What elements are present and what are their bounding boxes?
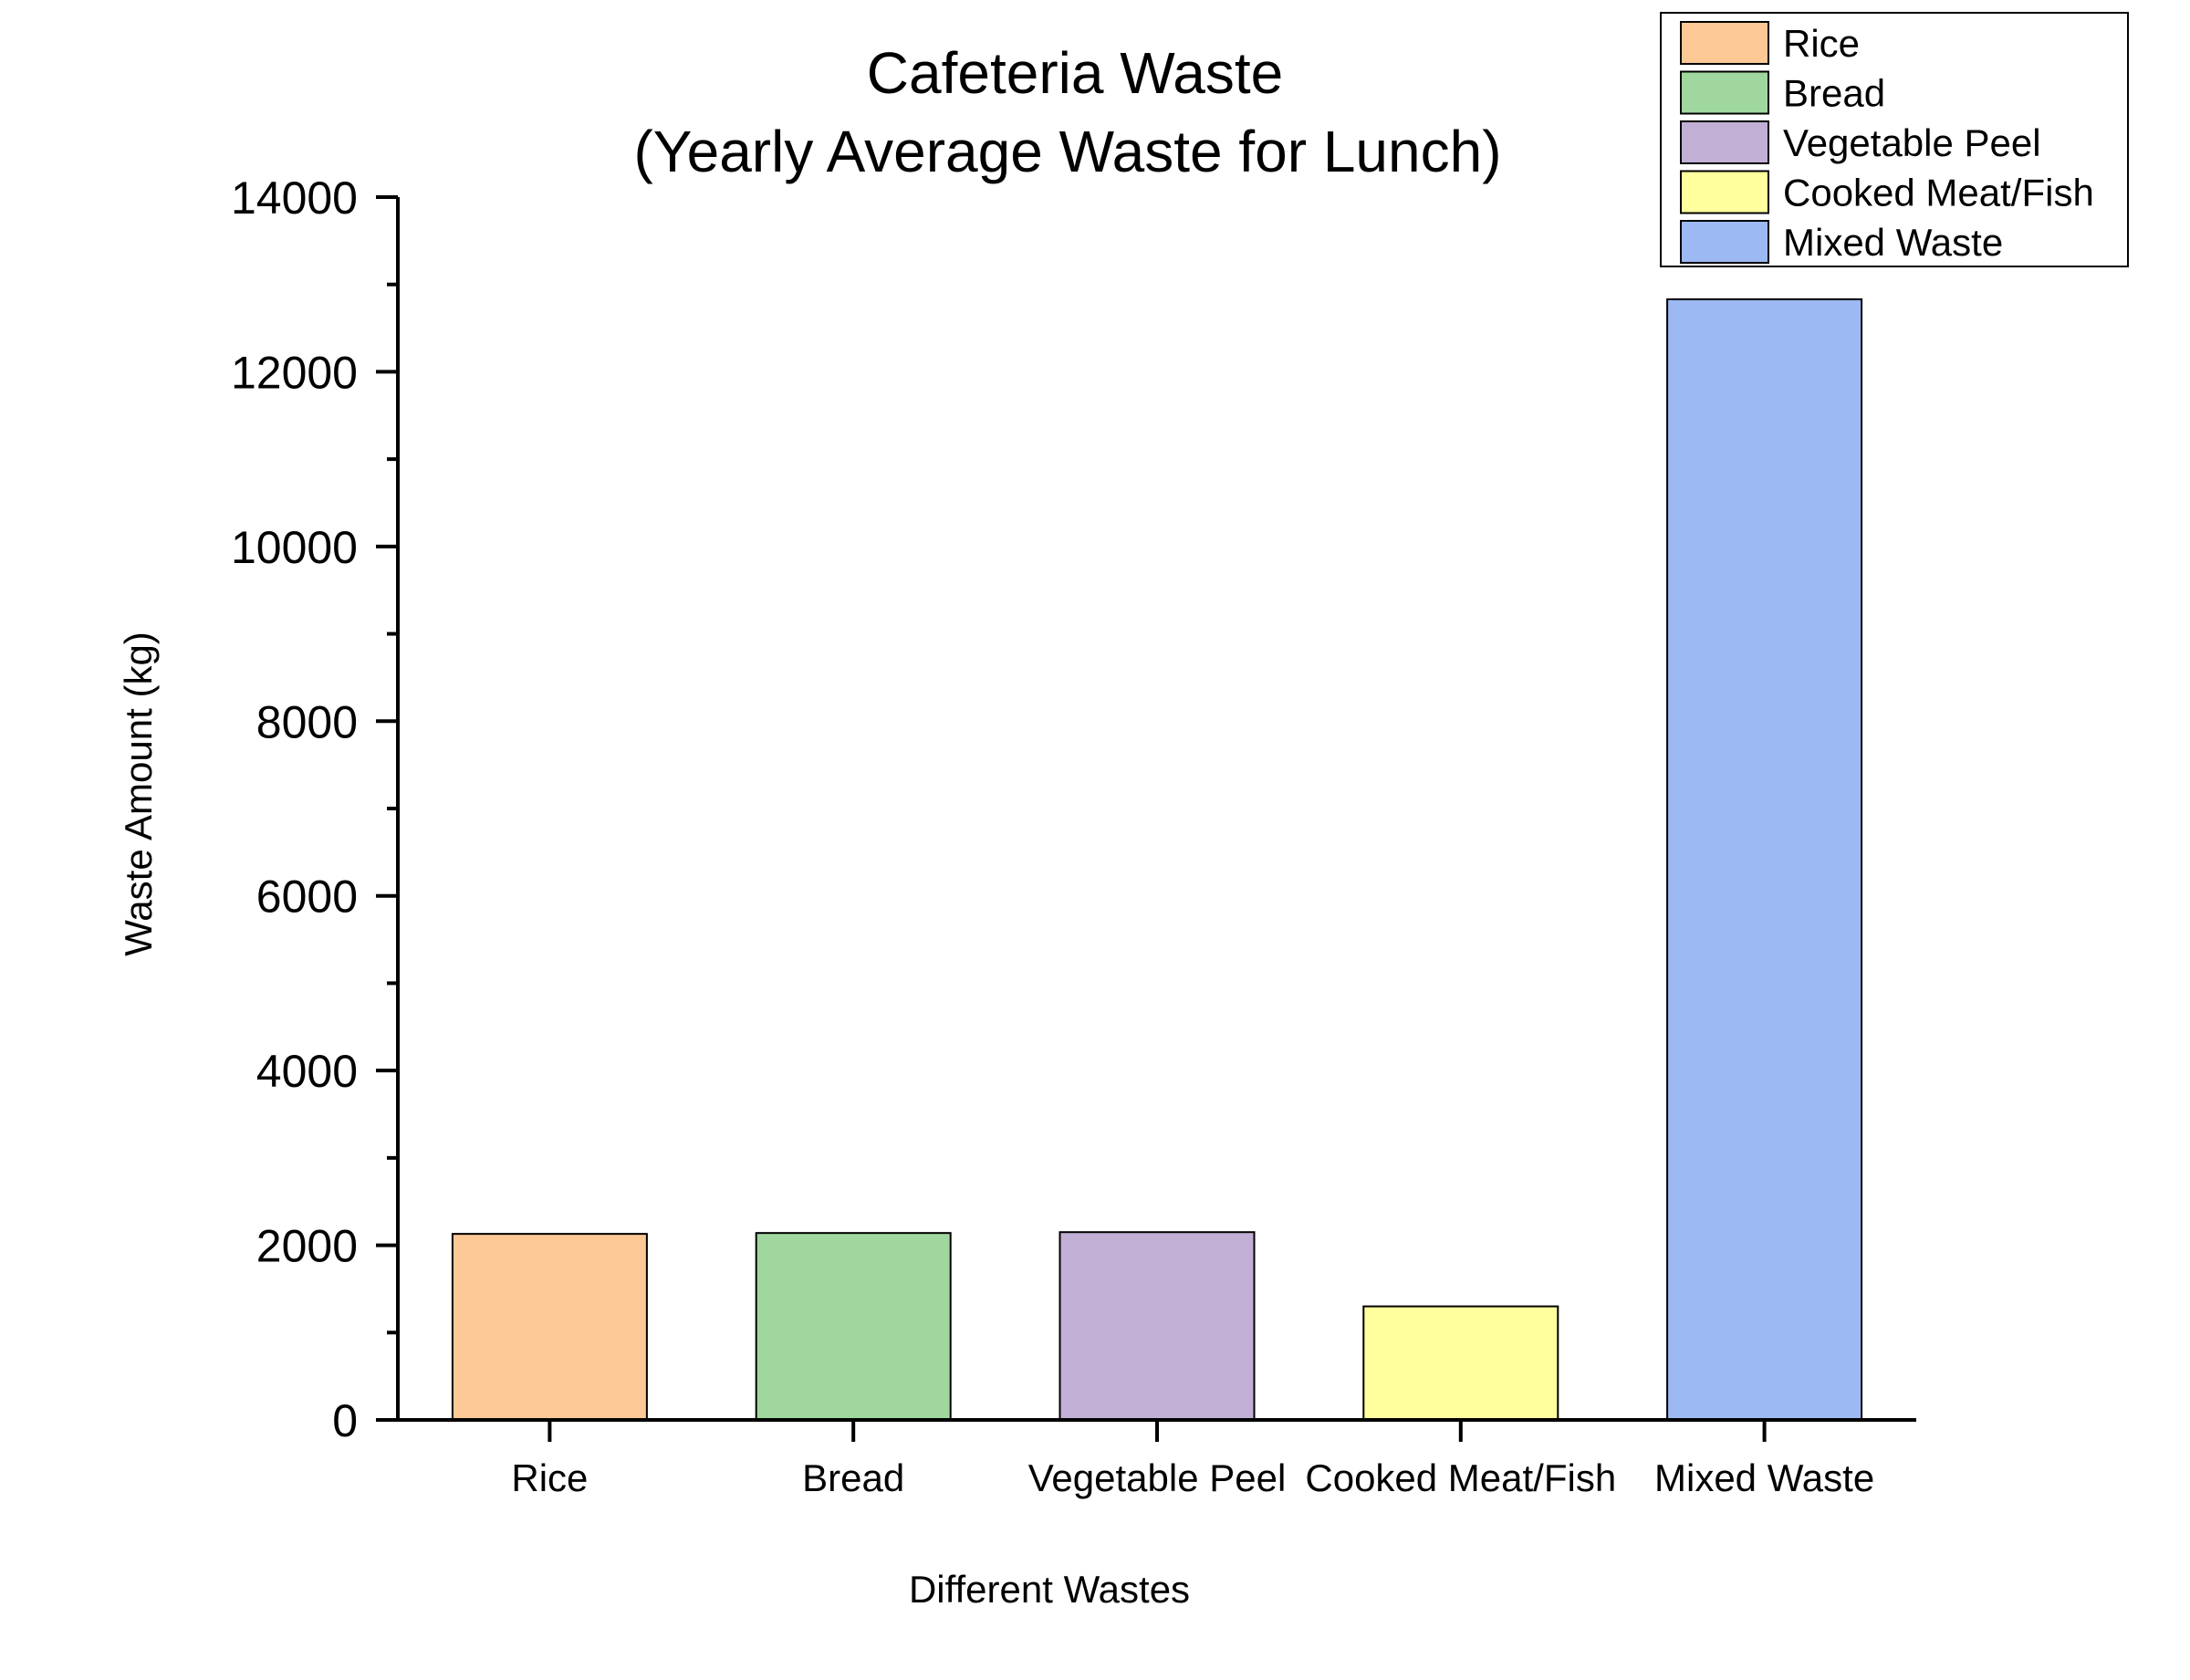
y-tick-label: 14000	[231, 172, 358, 224]
x-tick-label: Rice	[511, 1456, 588, 1499]
legend-label: Vegetable Peel	[1783, 121, 2041, 164]
y-tick-label: 6000	[256, 871, 358, 923]
legend-swatch	[1680, 120, 1769, 164]
y-tick-label: 4000	[256, 1046, 358, 1097]
y-tick-label: 10000	[231, 522, 358, 573]
legend-label: Rice	[1783, 22, 1860, 65]
x-axis-ticks: Rice Bread Vegetable Peel Cooked Meat/Fish M…	[511, 1420, 1874, 1499]
bar-vegetable-peel	[1058, 1231, 1256, 1421]
chart-title: Cafeteria Waste	[867, 40, 1283, 106]
legend-label: Mixed Waste	[1783, 221, 2003, 264]
legend: Rice Bread Vegetable Peel Cooked Meat/Fish M…	[1660, 12, 2129, 267]
x-tick-label: Cooked Meat/Fish	[1305, 1456, 1616, 1499]
chart-subtitle: (Yearly Average Waste for Lunch)	[633, 119, 1501, 184]
y-tick-label: 0	[332, 1395, 358, 1446]
legend-label: Bread	[1783, 72, 1885, 115]
y-tick-label: 8000	[256, 696, 358, 747]
y-tick-label: 12000	[231, 347, 358, 398]
bar-bread	[755, 1232, 952, 1421]
bar-cooked-meat-fish	[1362, 1305, 1559, 1421]
legend-swatch	[1680, 21, 1769, 65]
x-tick-label: Vegetable Peel	[1028, 1456, 1287, 1499]
bar-mixed-waste	[1666, 297, 1863, 1421]
x-axis-label: Different Wastes	[909, 1568, 1190, 1611]
y-axis-ticks: 0 2000 4000 6000 8000 10000 12000 14000	[231, 172, 398, 1446]
x-tick-label: Mixed Waste	[1654, 1456, 1874, 1499]
legend-swatch	[1680, 220, 1769, 264]
y-tick-label: 2000	[256, 1221, 358, 1272]
legend-swatch	[1680, 170, 1769, 214]
x-tick-label: Bread	[802, 1456, 904, 1499]
bars-layer	[451, 297, 1863, 1421]
legend-label: Cooked Meat/Fish	[1783, 172, 2094, 214]
y-axis-label: Waste Amount (kg)	[117, 631, 160, 956]
legend-swatch	[1680, 70, 1769, 115]
bar-rice	[451, 1233, 648, 1421]
